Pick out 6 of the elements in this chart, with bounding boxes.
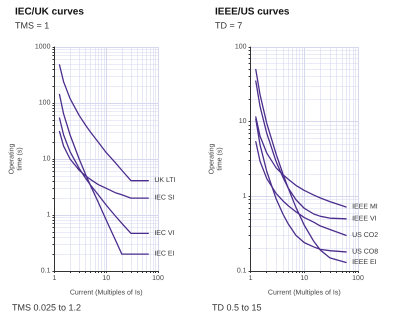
text: TD 0.5 to 15 [212,302,262,312]
chart-subtitle: TD = 7 [215,20,242,30]
chart-title: IEC/UK curves [15,6,84,18]
text: TMS 0.025 to 1.2 [12,302,82,312]
chart-title: IEEE/US curves [215,6,290,18]
chart-subtitle: TMS = 1 [15,20,50,30]
